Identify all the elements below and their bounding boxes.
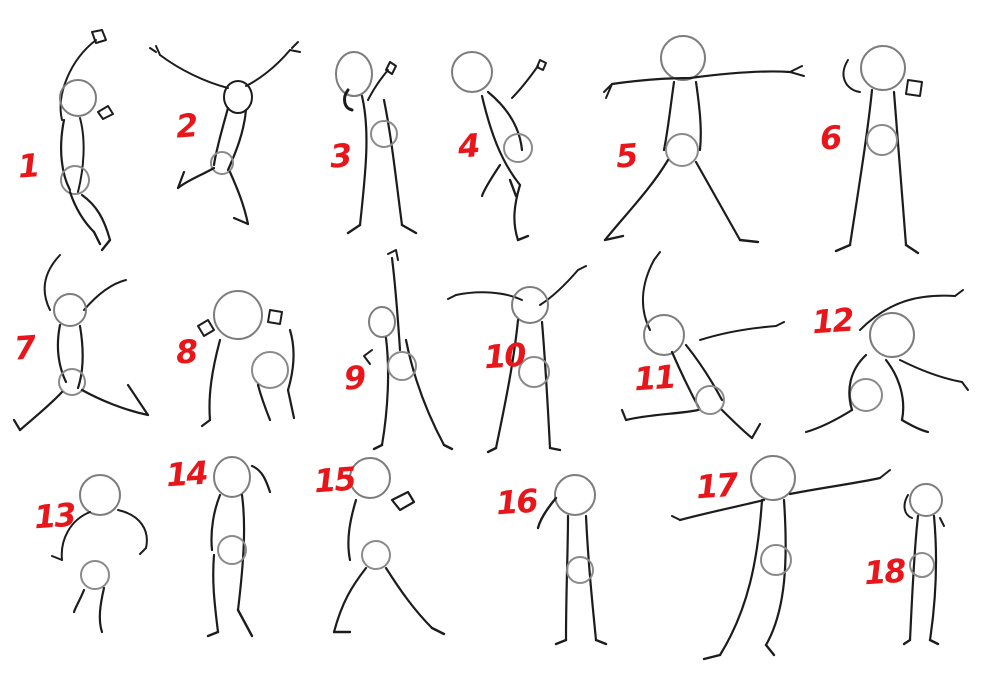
pose-number-14: 14	[164, 453, 208, 495]
pose-figure-18	[902, 483, 945, 646]
pose-figure-13	[51, 474, 148, 634]
pose-number-1: 1	[16, 146, 40, 186]
pose-number-8: 8	[174, 332, 198, 372]
pose-figure-6	[834, 45, 923, 255]
pose-number-10: 10	[482, 335, 526, 377]
pose-number-12: 12	[810, 300, 854, 342]
pose-figure-17	[671, 455, 891, 661]
pose-figure-5	[603, 35, 805, 244]
pose-figure-2	[149, 41, 301, 226]
pose-figure-15	[332, 457, 446, 636]
pose-number-6: 6	[818, 118, 842, 158]
pose-figure-14	[206, 456, 272, 638]
pose-number-7: 7	[12, 328, 36, 368]
pose-number-18: 18	[862, 551, 906, 593]
pose-figure-16	[536, 474, 608, 646]
pose-number-15: 15	[312, 459, 356, 501]
pose-number-3: 3	[328, 136, 352, 176]
pose-number-16: 16	[494, 481, 538, 523]
pose-number-5: 5	[614, 136, 638, 176]
pose-number-4: 4	[456, 126, 480, 166]
pose-number-17: 17	[694, 465, 738, 507]
pose-figure-8	[197, 290, 296, 428]
pose-figure-9	[363, 249, 454, 451]
pose-figure-12	[804, 289, 969, 434]
pose-number-11: 11	[632, 357, 676, 399]
pose-figure-4	[451, 51, 547, 242]
pose-figure-1	[59, 29, 114, 252]
pose-figure-7	[12, 254, 150, 432]
pose-number-2: 2	[174, 106, 198, 146]
pose-figure-11	[620, 251, 785, 440]
pose-number-13: 13	[32, 495, 76, 537]
pose-figure-3	[335, 51, 418, 235]
pose-number-9: 9	[342, 358, 366, 398]
pose-figure-10	[447, 265, 587, 454]
